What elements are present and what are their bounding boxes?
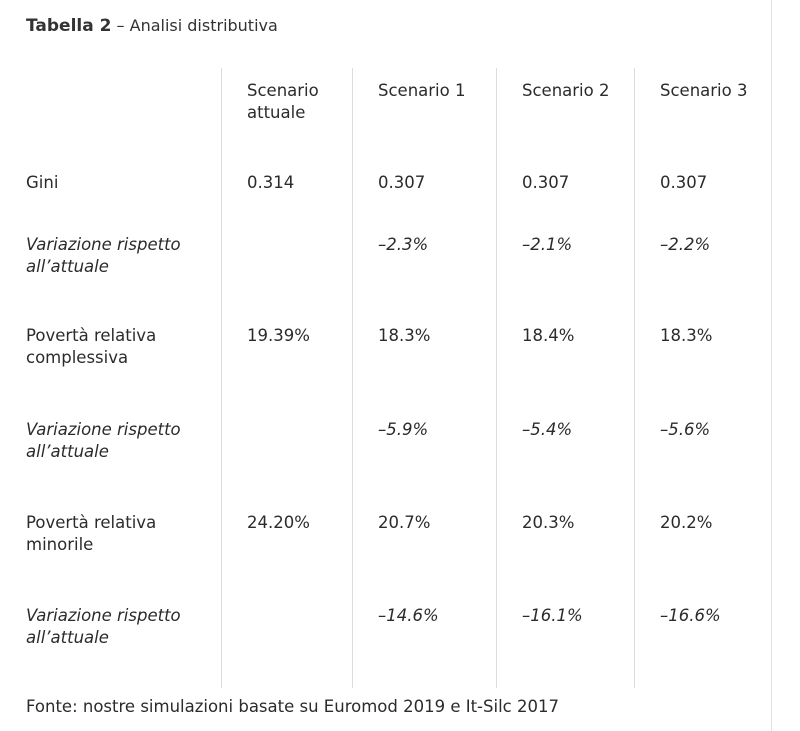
row-label-variazione-gini: Variazione rispetto all’attuale xyxy=(26,235,181,276)
table-cell: –5.4% xyxy=(522,420,573,439)
table-cell: 20.3% xyxy=(522,513,575,532)
row-label-variazione-minorile: Variazione rispetto all’attuale xyxy=(26,606,181,647)
column-divider xyxy=(221,68,222,688)
table-cell: 18.3% xyxy=(660,326,713,345)
table-cell: 24.20% xyxy=(247,513,310,532)
column-divider xyxy=(634,68,635,688)
table-cell: –16.1% xyxy=(522,606,583,625)
page-right-border xyxy=(771,0,772,731)
table-subtitle: Analisi distributiva xyxy=(129,16,278,35)
table-source-note: Fonte: nostre simulazioni basate su Euro… xyxy=(26,697,559,716)
table-cell: –2.2% xyxy=(660,235,711,254)
table-cell: –16.6% xyxy=(660,606,721,625)
table-number: Tabella 2 xyxy=(26,16,112,36)
row-label-poverta-complessiva: Povertà relativa complessiva xyxy=(26,326,157,367)
table-cell: 0.307 xyxy=(378,173,426,192)
table-cell: 18.3% xyxy=(378,326,431,345)
table-cell: –5.9% xyxy=(378,420,429,439)
table-cell: 0.314 xyxy=(247,173,295,192)
table-cell: –2.3% xyxy=(378,235,429,254)
table-cell: 18.4% xyxy=(522,326,575,345)
table-cell: 19.39% xyxy=(247,326,310,345)
title-separator: – xyxy=(111,16,130,35)
table-cell: –2.1% xyxy=(522,235,573,254)
table-cell: –5.6% xyxy=(660,420,711,439)
column-header-scenario-attuale: Scenario attuale xyxy=(247,81,319,122)
column-header-scenario-3: Scenario 3 xyxy=(660,81,748,100)
row-label-poverta-minorile: Povertà relativa minorile xyxy=(26,513,157,554)
column-divider xyxy=(496,68,497,688)
row-label-gini: Gini xyxy=(26,173,59,192)
table-cell: 20.2% xyxy=(660,513,713,532)
table-cell: 0.307 xyxy=(522,173,570,192)
table-cell: 0.307 xyxy=(660,173,708,192)
table-cell: –14.6% xyxy=(378,606,439,625)
table-cell: 20.7% xyxy=(378,513,431,532)
table-title: Tabella 2 – Analisi distributiva xyxy=(26,16,278,36)
column-divider xyxy=(352,68,353,688)
column-header-scenario-2: Scenario 2 xyxy=(522,81,610,100)
row-label-variazione-complessiva: Variazione rispetto all’attuale xyxy=(26,420,181,461)
column-header-scenario-1: Scenario 1 xyxy=(378,81,466,100)
